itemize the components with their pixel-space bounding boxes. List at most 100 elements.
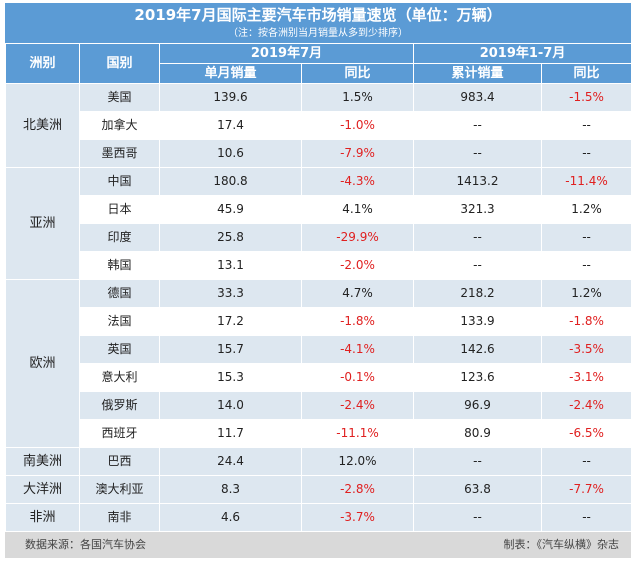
header-row-columns: 单月销量 同比 累计销量 同比 [6, 63, 633, 84]
table-row: 日本 45.9 4.1% 321.3 1.2% [6, 195, 633, 224]
footer: 数据来源：各国汽车协会 制表：《汽车纵横》杂志 [5, 532, 631, 558]
header-group-ytd: 2019年1-7月 [413, 43, 633, 64]
country-cell: 法国 [79, 307, 160, 336]
table-row: 法国 17.2 -1.8% 133.9 -1.8% [6, 307, 633, 336]
country-cell: 澳大利亚 [79, 475, 160, 504]
cumulative-sales-cell: 123.6 [413, 363, 543, 392]
cumulative-sales-cell: 1413.2 [413, 167, 543, 196]
sales-table-figure: 2019年7月国际主要汽车市场销量速览（单位：万辆） （注：按各洲别当月销量从多… [5, 3, 633, 558]
monthly-sales-cell: 24.4 [159, 447, 302, 476]
monthly-yoy-cell: -2.4% [300, 391, 415, 420]
cumulative-sales-cell: -- [413, 447, 543, 476]
cumulative-yoy-cell: 1.2% [541, 279, 633, 308]
footer-source: 数据来源：各国汽车协会 [25, 538, 146, 551]
country-cell: 德国 [79, 279, 160, 308]
cumulative-yoy-cell: -11.4% [541, 167, 633, 196]
cumulative-yoy-cell: -- [541, 111, 633, 140]
country-cell: 英国 [79, 335, 160, 364]
cumulative-yoy-cell: -1.8% [541, 307, 633, 336]
header-monthly-sales: 单月销量 [159, 63, 302, 84]
cumulative-yoy-cell: -3.1% [541, 363, 633, 392]
monthly-yoy-cell: -0.1% [300, 363, 415, 392]
monthly-yoy-cell: -2.0% [300, 251, 415, 280]
monthly-yoy-cell: -1.0% [300, 111, 415, 140]
cumulative-yoy-cell: -6.5% [541, 419, 633, 448]
monthly-sales-cell: 15.3 [159, 363, 302, 392]
cumulative-sales-cell: -- [413, 111, 543, 140]
table-row: 大洋洲 澳大利亚 8.3 -2.8% 63.8 -7.7% [5, 475, 633, 504]
continent-cell: 亚洲 [5, 167, 80, 280]
cumulative-sales-cell: -- [413, 503, 543, 532]
country-cell: 美国 [79, 83, 160, 112]
cumulative-yoy-cell: -- [541, 503, 633, 532]
continent-cell: 北美洲 [5, 83, 80, 168]
cumulative-yoy-cell: 1.2% [541, 195, 633, 224]
table-row: 英国 15.7 -4.1% 142.6 -3.5% [6, 335, 633, 364]
cumulative-sales-cell: 63.8 [413, 475, 543, 504]
country-cell: 日本 [79, 195, 160, 224]
monthly-sales-cell: 10.6 [159, 139, 302, 168]
monthly-sales-cell: 14.0 [159, 391, 302, 420]
monthly-yoy-cell: 4.1% [300, 195, 415, 224]
monthly-sales-cell: 25.8 [159, 223, 302, 252]
cumulative-yoy-cell: -7.7% [541, 475, 633, 504]
monthly-sales-cell: 139.6 [159, 83, 302, 112]
cumulative-yoy-cell: -- [541, 223, 633, 252]
monthly-yoy-cell: -3.7% [300, 503, 415, 532]
monthly-sales-cell: 45.9 [159, 195, 302, 224]
table-row: 欧洲 德国 33.3 4.7% 218.2 1.2% [5, 279, 633, 448]
monthly-yoy-cell: -7.9% [300, 139, 415, 168]
table-row: 西班牙 11.7 -11.1% 80.9 -6.5% [6, 419, 633, 448]
table-row: 亚洲 中国 180.8 -4.3% 1413.2 -11.4% [5, 167, 633, 280]
monthly-yoy-cell: -1.8% [300, 307, 415, 336]
footer-maker: 制表：《汽车纵横》杂志 [503, 538, 620, 551]
monthly-yoy-cell: -2.8% [300, 475, 415, 504]
monthly-yoy-cell: -4.3% [300, 167, 415, 196]
cumulative-yoy-cell: -3.5% [541, 335, 633, 364]
table-subtitle: （注：按各洲别当月销量从多到少排序） [5, 27, 631, 43]
country-cell: 俄罗斯 [79, 391, 160, 420]
continent-cell: 欧洲 [5, 279, 80, 448]
cumulative-yoy-cell: -- [541, 447, 633, 476]
monthly-sales-cell: 11.7 [159, 419, 302, 448]
header-continent: 洲别 [5, 43, 80, 84]
header-monthly-yoy: 同比 [300, 63, 415, 84]
table-row: 意大利 15.3 -0.1% 123.6 -3.1% [6, 363, 633, 392]
cumulative-yoy-cell: -1.5% [541, 83, 633, 112]
country-cell: 墨西哥 [79, 139, 160, 168]
monthly-yoy-cell: -29.9% [300, 223, 415, 252]
table-row: 韩国 13.1 -2.0% -- -- [6, 251, 633, 280]
cumulative-yoy-cell: -2.4% [541, 391, 633, 420]
monthly-sales-cell: 33.3 [159, 279, 302, 308]
continent-cell: 大洋洲 [5, 475, 80, 504]
cumulative-sales-cell: 321.3 [413, 195, 543, 224]
table-body: 北美洲 美国 139.6 1.5% 983.4 -1.5% 加拿大 17.4 -1.0% -- --… [5, 83, 633, 532]
table-row: 加拿大 17.4 -1.0% -- -- [6, 111, 633, 140]
table-row: 南美洲 巴西 24.4 12.0% -- -- [5, 447, 633, 476]
monthly-yoy-cell: -4.1% [300, 335, 415, 364]
country-cell: 意大利 [79, 363, 160, 392]
monthly-yoy-cell: 12.0% [300, 447, 415, 476]
cumulative-sales-cell: 218.2 [413, 279, 543, 308]
monthly-sales-cell: 13.1 [159, 251, 302, 280]
table-row: 墨西哥 10.6 -7.9% -- -- [6, 139, 633, 168]
table-row: 北美洲 美国 139.6 1.5% 983.4 -1.5% [5, 83, 633, 168]
cumulative-yoy-cell: -- [541, 251, 633, 280]
monthly-sales-cell: 4.6 [159, 503, 302, 532]
cumulative-sales-cell: 983.4 [413, 83, 543, 112]
country-cell: 印度 [79, 223, 160, 252]
table-row: 非洲 南非 4.6 -3.7% -- -- [5, 503, 633, 532]
country-cell: 巴西 [79, 447, 160, 476]
cumulative-sales-cell: -- [413, 251, 543, 280]
country-cell: 西班牙 [79, 419, 160, 448]
cumulative-yoy-cell: -- [541, 139, 633, 168]
table-row: 俄罗斯 14.0 -2.4% 96.9 -2.4% [6, 391, 633, 420]
monthly-sales-cell: 15.7 [159, 335, 302, 364]
country-cell: 加拿大 [79, 111, 160, 140]
continent-cell: 非洲 [5, 503, 80, 532]
monthly-yoy-cell: 4.7% [300, 279, 415, 308]
cumulative-sales-cell: 133.9 [413, 307, 543, 336]
monthly-sales-cell: 17.2 [159, 307, 302, 336]
header-country: 国别 [79, 43, 160, 84]
cumulative-sales-cell: 80.9 [413, 419, 543, 448]
